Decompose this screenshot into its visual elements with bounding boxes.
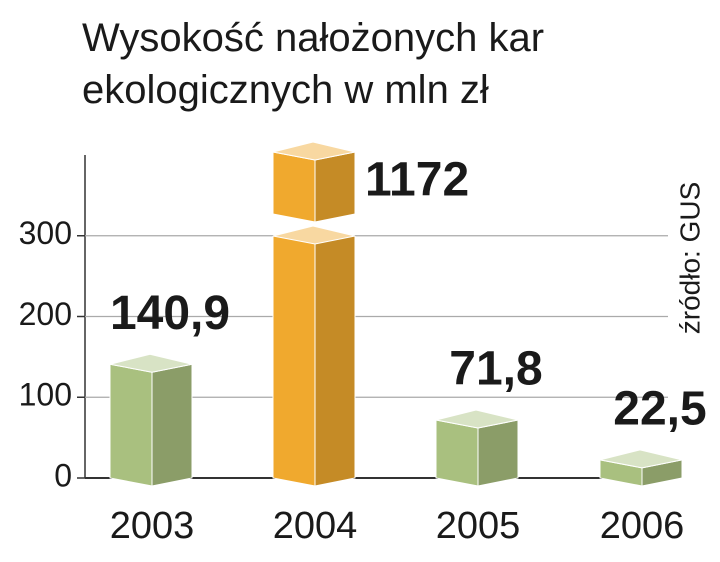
bar-group <box>109 353 193 487</box>
value-label: 22,5 <box>613 383 706 436</box>
x-tick-label: 2003 <box>110 505 195 547</box>
bar-front <box>109 363 153 487</box>
bar-top <box>109 353 193 373</box>
y-tick-label: 300 <box>19 215 72 251</box>
source-note: źródło: GUS <box>674 182 705 335</box>
x-tick-label: 2004 <box>273 505 358 547</box>
bar-top <box>599 449 683 469</box>
y-tick-label: 100 <box>19 377 72 413</box>
value-label: 140,9 <box>110 287 230 340</box>
bar-break-piece-front <box>272 151 316 223</box>
bar-front <box>435 419 479 487</box>
value-label: 1172 <box>365 154 469 207</box>
break-cap <box>272 225 356 245</box>
bar-side <box>151 363 193 487</box>
bar-side <box>477 419 519 487</box>
x-tick-label: 2006 <box>600 505 685 547</box>
chart-title: Wysokość nałożonych kar ekologicznych w m… <box>82 16 544 112</box>
bar-break-piece-side <box>314 151 356 223</box>
bar-group <box>435 409 519 487</box>
y-tick-label: 0 <box>54 457 72 493</box>
bar-group <box>272 236 356 487</box>
y-tick-label: 200 <box>19 296 72 332</box>
bar-group <box>599 449 683 487</box>
x-tick-label: 2005 <box>436 505 521 547</box>
bar-side <box>314 236 356 487</box>
value-label: 71,8 <box>449 343 542 396</box>
bar-break-piece-top <box>272 141 356 161</box>
bar-top <box>435 409 519 429</box>
